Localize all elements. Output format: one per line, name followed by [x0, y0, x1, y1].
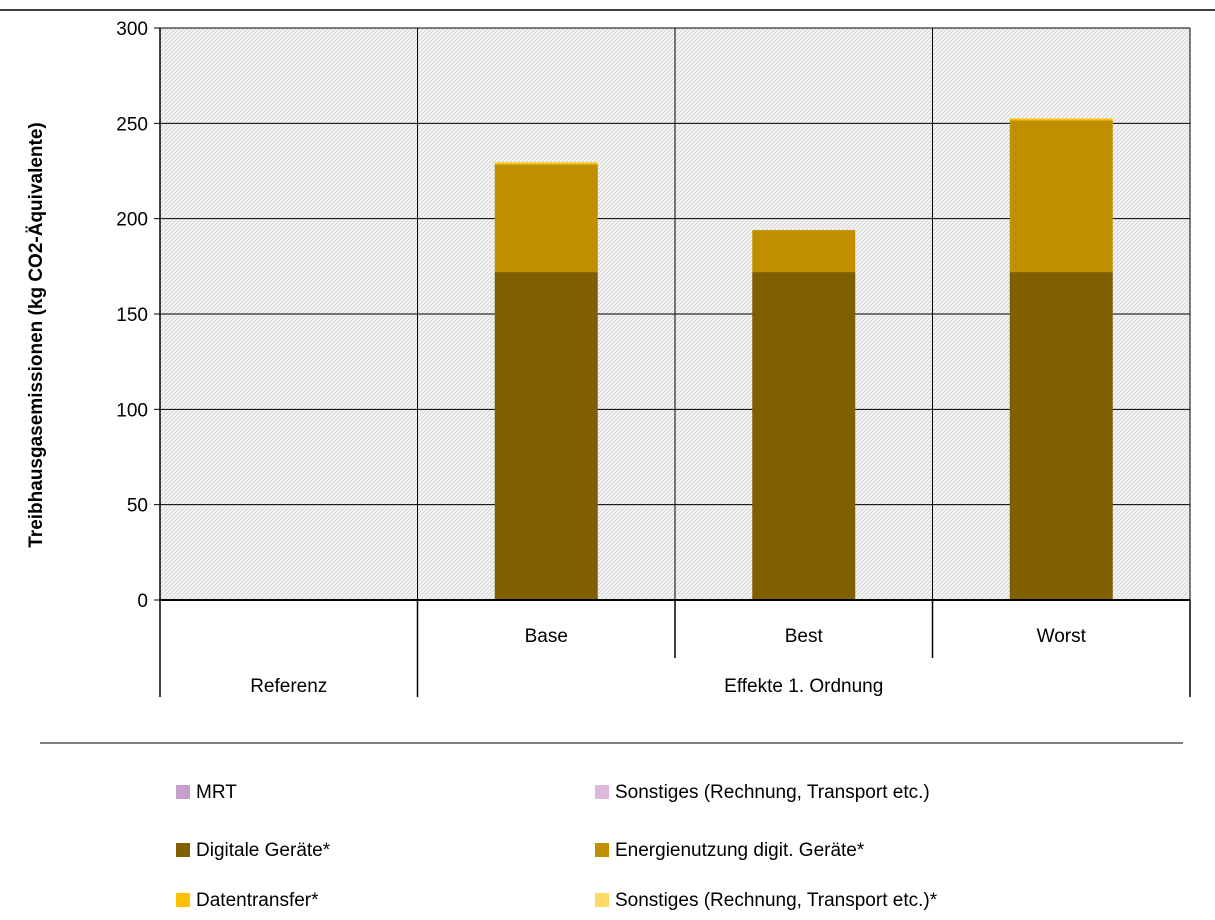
legend-label: Digitale Geräte* — [196, 840, 331, 861]
category-label: Base — [525, 626, 568, 647]
legend-swatch — [176, 843, 190, 857]
bar-segment — [1009, 272, 1113, 600]
legend-swatch — [595, 893, 609, 907]
y-tick-label: 250 — [116, 114, 148, 135]
bar-segment — [494, 162, 598, 165]
category-label: Worst — [1037, 626, 1087, 647]
legend-swatch — [176, 893, 190, 907]
category-group-label: Referenz — [250, 676, 327, 697]
y-axis-label: Treibhausgasemissionen (kg CO2-Äquivalen… — [26, 122, 47, 548]
category-group-label: Effekte 1. Ordnung — [724, 676, 883, 697]
legend-swatch — [595, 843, 609, 857]
bar-segment — [1009, 118, 1113, 121]
y-tick-label: 0 — [137, 591, 148, 612]
legend: MRT Sonstiges (Rechnung, Transport etc.) D… — [176, 782, 938, 911]
y-tick-label: 200 — [116, 210, 148, 231]
y-tick-label: 100 — [116, 400, 148, 421]
y-tick-label: 50 — [127, 496, 148, 517]
legend-label: Energienutzung digit. Geräte* — [615, 840, 865, 861]
y-tick-label: 150 — [116, 305, 148, 326]
legend-label: MRT — [196, 782, 237, 803]
bar-segment — [494, 164, 598, 273]
bar-segment — [752, 272, 856, 600]
bar-segment — [1009, 120, 1113, 273]
category-label: Best — [785, 626, 824, 647]
legend-swatch — [595, 785, 609, 799]
legend-label: Sonstiges (Rechnung, Transport etc.) — [615, 782, 930, 803]
legend-label: Sonstiges (Rechnung, Transport etc.)* — [615, 890, 938, 911]
bar-segment — [752, 230, 856, 273]
bar-segment — [494, 272, 598, 600]
legend-swatch — [176, 785, 190, 799]
legend-label: Datentransfer* — [196, 890, 319, 911]
y-tick-label: 300 — [116, 19, 148, 40]
